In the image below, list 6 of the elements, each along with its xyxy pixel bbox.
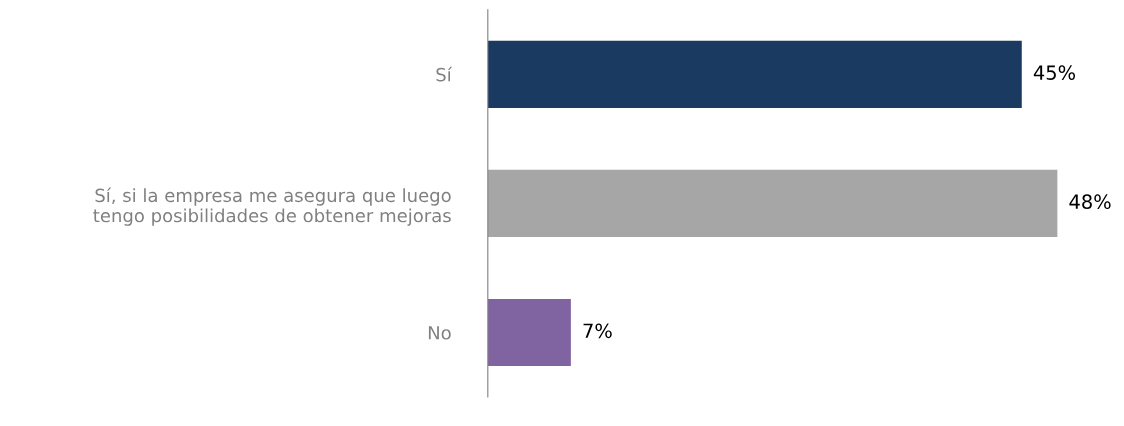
y-tick-label: Sí, si la empresa me asegura que luego tengo posibilidades de obtener mejoras <box>93 187 451 226</box>
data-label: 48% <box>1069 194 1111 210</box>
data-label: 7% <box>583 323 612 339</box>
y-tick-label: No <box>428 326 451 340</box>
data-label: 45% <box>1033 65 1076 80</box>
y-tick-label: Sí <box>436 66 453 82</box>
